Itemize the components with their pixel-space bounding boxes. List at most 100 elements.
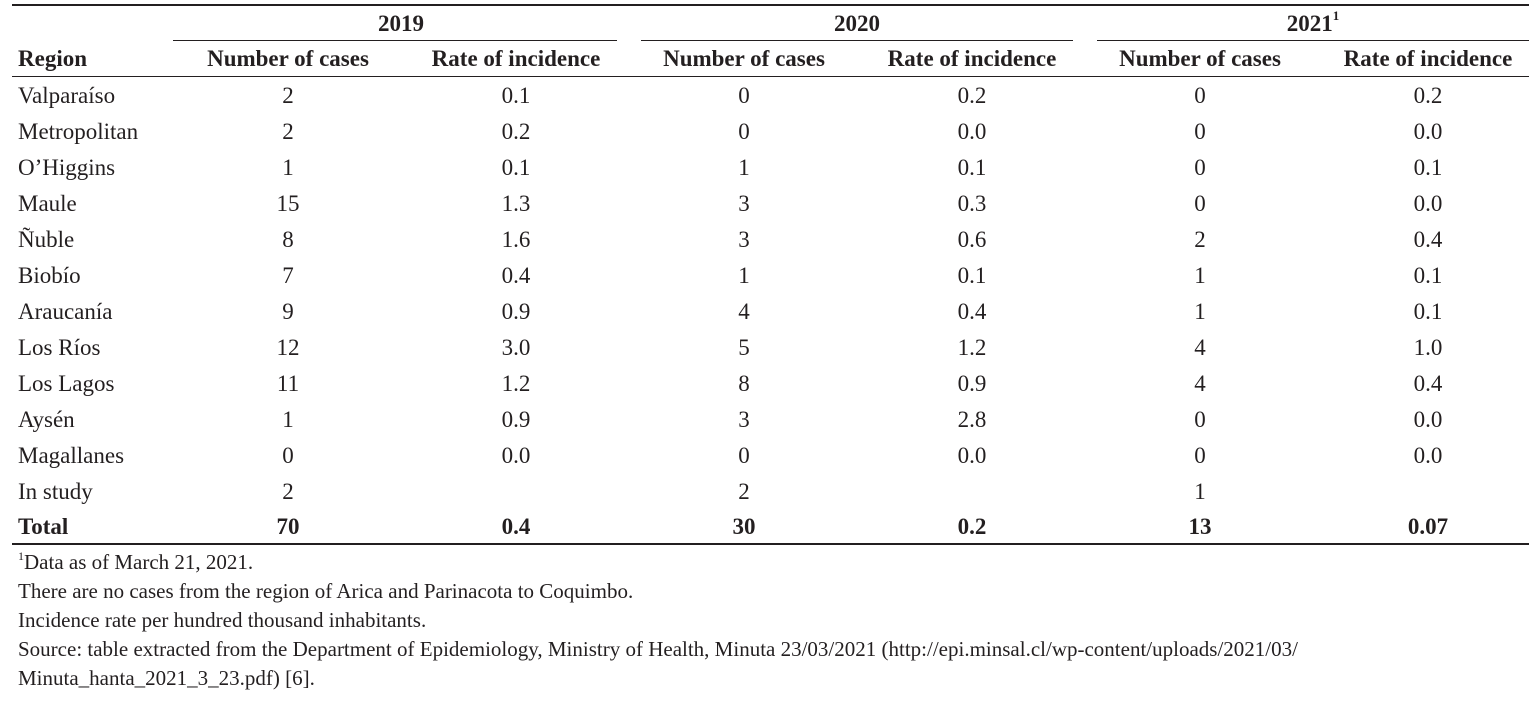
cases-cell-2019: 15: [276, 190, 300, 216]
hantavirus-cases-table: 2019 2020 20211 Region Number of cases R…: [12, 4, 1529, 545]
rate-cell-2021: 1.0: [1413, 334, 1443, 360]
footnote-text: Data as of March 21, 2021.: [24, 550, 254, 574]
cases-cell-2020: 0: [738, 118, 750, 144]
footnote-1: 1Data as of March 21, 2021.: [18, 548, 1518, 577]
cases-cell-2019: 7: [282, 262, 294, 288]
year-label: 2019: [378, 10, 424, 36]
year-header-2021: 20211: [1085, 4, 1529, 41]
rate-cell-2019: 0.9: [501, 406, 531, 432]
rate-cell-2020: 0.9: [957, 370, 987, 396]
rate-column-header: Rate of incidence: [859, 40, 1085, 77]
table-notes: 1Data as of March 21, 2021. There are no…: [18, 548, 1518, 693]
rate-column-header: Rate of incidence: [1315, 40, 1529, 77]
table-row: In study 2 2 1: [12, 473, 1529, 509]
rate-cell-2020: 0.0: [957, 118, 987, 144]
cases-cell-2019: 1: [282, 406, 294, 432]
rate-cell-2020: 0.1: [957, 262, 987, 288]
table-row: Ñuble 8 1.6 3 0.6 2 0.4: [12, 221, 1529, 257]
year-header-2020: 2020: [629, 4, 1085, 41]
cases-cell-2021: 1: [1194, 298, 1206, 324]
table-body: Valparaíso 2 0.1 0 0.2 0 0.2 Metropolitan 2 0.2 0 0…: [12, 77, 1529, 545]
cases-cell-2021: 4: [1194, 370, 1206, 396]
column-header-row: Region Number of cases Rate of incidence…: [12, 40, 1529, 77]
region-cell: In study: [18, 478, 93, 504]
rate-cell-2019: 0.1: [501, 82, 531, 108]
year-footnote: 1: [1332, 7, 1340, 23]
region-cell: Los Ríos: [18, 334, 101, 360]
region-cell: Metropolitan: [18, 118, 139, 144]
cases-cell-2021: 0: [1194, 406, 1206, 432]
total-rate-2019: 0.4: [403, 509, 629, 545]
total-cases-2019: 70: [173, 509, 403, 545]
table-row: Biobío 7 0.4 1 0.1 1 0.1: [12, 257, 1529, 293]
cases-cell-2019: 2: [282, 82, 294, 108]
cases-cell-2019: 11: [276, 370, 300, 396]
cases-cell-2021: 0: [1194, 442, 1206, 468]
cases-cell-2019: 9: [282, 298, 294, 324]
rate-cell-2020: 2.8: [957, 406, 987, 432]
cases-cell-2020: 2: [738, 478, 750, 504]
cases-cell-2020: 3: [738, 406, 750, 432]
rate-cell-2019: 0.4: [501, 262, 531, 288]
cases-cell-2019: 12: [276, 334, 300, 360]
region-year-spacer: [12, 4, 173, 40]
cases-cell-2021: 2: [1194, 226, 1206, 252]
rate-column-header: Rate of incidence: [403, 40, 629, 77]
total-cases-2020: 30: [629, 509, 859, 545]
rate-cell-2019: 0.1: [501, 154, 531, 180]
year-header-row: 2019 2020 20211: [12, 4, 1529, 41]
cases-cell-2020: 3: [738, 190, 750, 216]
rate-cell-2019: 0.0: [501, 442, 531, 468]
rate-cell-2021: [1315, 473, 1529, 509]
year-label: 2021: [1286, 10, 1333, 36]
table-row: Aysén 1 0.9 3 2.8 0 0.0: [12, 401, 1529, 437]
cases-cell-2021: 0: [1194, 118, 1206, 144]
footnote-marker: 1: [18, 549, 24, 563]
rate-cell-2021: 0.2: [1413, 82, 1443, 108]
rate-cell-2019: 1.2: [501, 370, 531, 396]
rate-cell-2021: 0.0: [1413, 118, 1443, 144]
rate-cell-2020: 0.3: [957, 190, 987, 216]
cases-cell-2019: 8: [282, 226, 294, 252]
region-cell: O’Higgins: [18, 154, 116, 180]
region-cell: Magallanes: [18, 442, 125, 468]
region-cell: Maule: [18, 190, 77, 216]
year-underline: [173, 40, 617, 41]
year-label: 2020: [834, 10, 880, 36]
rate-cell-2021: 0.0: [1413, 190, 1443, 216]
cases-column-header: Number of cases: [629, 40, 859, 77]
cases-cell-2019: 0: [282, 442, 294, 468]
rate-cell-2021: 0.1: [1413, 262, 1443, 288]
rate-cell-2019: 1.3: [501, 190, 531, 216]
rate-cell-2021: 0.0: [1413, 406, 1443, 432]
rate-cell-2020: 0.6: [957, 226, 987, 252]
note-incidence-rate: Incidence rate per hundred thousand inha…: [18, 608, 427, 632]
table-row: Maule 15 1.3 3 0.3 0 0.0: [12, 185, 1529, 221]
region-cell: Aysén: [18, 406, 75, 432]
table-row: Valparaíso 2 0.1 0 0.2 0 0.2: [12, 77, 1529, 114]
region-cell: Los Lagos: [18, 370, 115, 396]
cases-cell-2019: 1: [282, 154, 294, 180]
region-cell: Araucanía: [18, 298, 113, 324]
total-label: Total: [12, 509, 173, 545]
rate-cell-2021: 0.0: [1413, 442, 1443, 468]
total-cases-2021: 13: [1085, 509, 1315, 545]
total-rate-2021: 0.07: [1315, 509, 1529, 545]
cases-cell-2019: 2: [282, 118, 294, 144]
rate-cell-2021: 0.1: [1413, 154, 1443, 180]
cases-cell-2020: 1: [738, 262, 750, 288]
note-no-cases: There are no cases from the region of Ar…: [18, 579, 634, 603]
cases-cell-2021: 1: [1194, 478, 1206, 504]
cases-cell-2021: 0: [1194, 190, 1206, 216]
rate-cell-2021: 0.4: [1413, 370, 1443, 396]
cases-cell-2020: 8: [738, 370, 750, 396]
year-underline: [641, 40, 1073, 41]
cases-cell-2021: 4: [1194, 334, 1206, 360]
cases-cell-2020: 1: [738, 154, 750, 180]
cases-cell-2020: 3: [738, 226, 750, 252]
rate-cell-2020: 1.2: [957, 334, 987, 360]
table-row: O’Higgins 1 0.1 1 0.1 0 0.1: [12, 149, 1529, 185]
cases-column-header: Number of cases: [1085, 40, 1315, 77]
cases-cell-2021: 0: [1194, 82, 1206, 108]
